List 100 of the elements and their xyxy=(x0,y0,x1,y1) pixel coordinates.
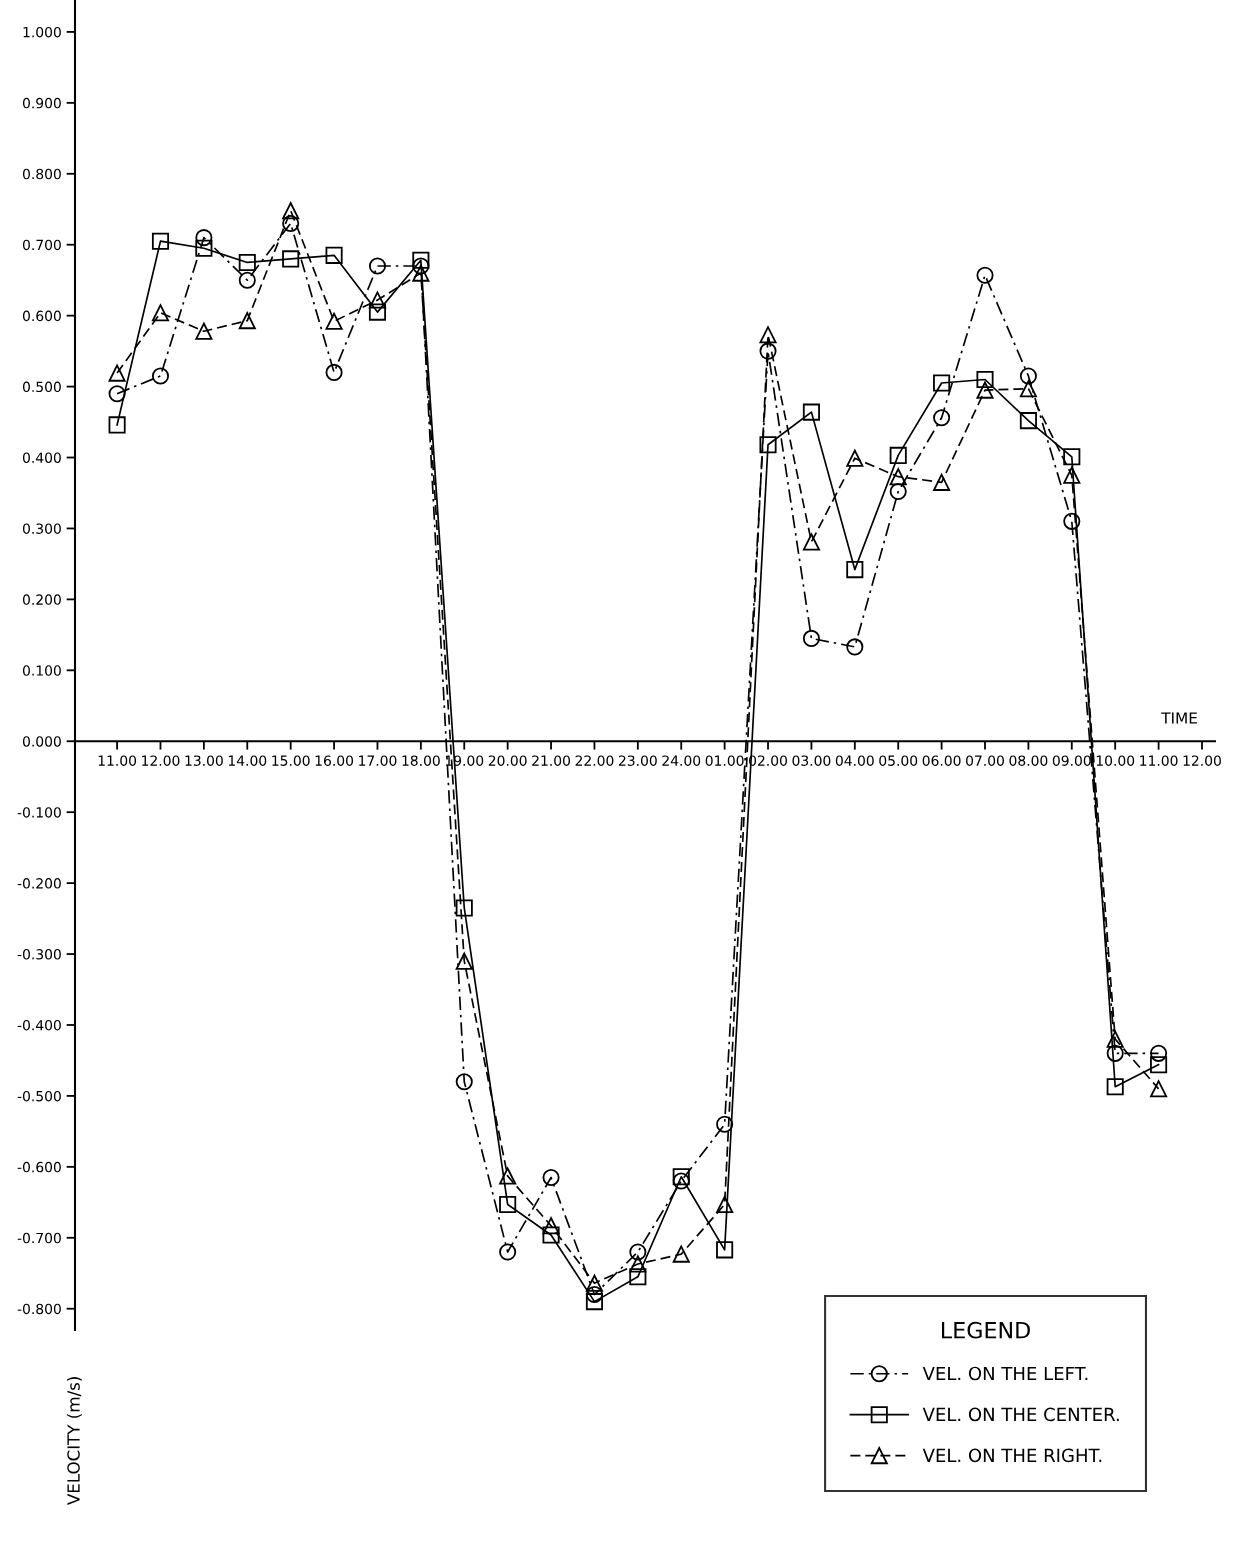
y-tick-label: 0.700 xyxy=(22,239,61,251)
y-tick-label: 0.800 xyxy=(22,168,61,180)
point xyxy=(238,253,256,271)
point xyxy=(455,952,473,970)
y-tick-label: 0.200 xyxy=(22,594,61,605)
x-tick-label: 05.00 xyxy=(879,755,918,766)
point xyxy=(499,1243,517,1261)
point xyxy=(1150,1044,1168,1062)
x-tick-label: 11.00 xyxy=(98,755,137,766)
x-tick-label: 06.00 xyxy=(922,755,961,766)
y-tick-label: -0.200 xyxy=(17,878,61,889)
point xyxy=(151,367,170,385)
y-tick-label: -0.100 xyxy=(17,807,61,818)
x-tick-label: 13.00 xyxy=(185,755,223,766)
point xyxy=(542,1168,560,1187)
x-tick-label: 16.00 xyxy=(315,755,354,766)
point xyxy=(629,1255,647,1273)
point xyxy=(238,312,256,330)
point xyxy=(325,363,343,381)
y-tick-label: 0.300 xyxy=(22,523,61,534)
point xyxy=(629,1243,647,1261)
point xyxy=(282,202,300,220)
point xyxy=(933,409,951,427)
y-tick-label: -0.300 xyxy=(17,949,61,960)
point xyxy=(412,264,430,282)
y-axis-title: VELOCITY (m/s) xyxy=(66,1377,82,1505)
point xyxy=(455,899,473,917)
x-tick-label: 04.00 xyxy=(835,755,874,766)
y-tick-label: -0.400 xyxy=(17,1019,61,1031)
point xyxy=(195,322,213,340)
point xyxy=(716,1241,734,1259)
point xyxy=(716,1195,734,1213)
point xyxy=(108,416,126,434)
point xyxy=(716,1115,734,1133)
x-tick-label: 22.00 xyxy=(575,755,614,766)
point xyxy=(1063,512,1081,530)
point xyxy=(759,342,777,360)
point xyxy=(1106,1078,1124,1096)
y-tick-label: -0.600 xyxy=(17,1161,61,1173)
point xyxy=(368,291,387,309)
x-tick-label: 01.00 xyxy=(705,755,744,766)
point xyxy=(976,370,994,389)
point xyxy=(1019,380,1037,398)
point xyxy=(846,449,864,467)
point xyxy=(412,251,430,269)
y-tick-label: 0.600 xyxy=(22,310,61,322)
point xyxy=(802,629,820,647)
point xyxy=(325,312,343,330)
point xyxy=(195,239,213,257)
x-tick-label: 23.00 xyxy=(618,755,657,766)
point xyxy=(542,1217,560,1235)
y-tick-label: 0.000 xyxy=(22,736,61,747)
x-tick-label: 09.00 xyxy=(1052,755,1091,766)
legend-title: LEGEND xyxy=(942,1321,1030,1339)
point xyxy=(889,446,907,464)
point xyxy=(238,271,256,289)
point xyxy=(1019,412,1037,430)
legend-label: VEL. ON THE RIGHT. xyxy=(922,1448,1102,1463)
point xyxy=(846,638,864,656)
point xyxy=(151,232,170,250)
point xyxy=(889,483,907,501)
point xyxy=(976,266,994,284)
point xyxy=(1019,367,1037,385)
point xyxy=(889,468,907,486)
x-tick-label: 21.00 xyxy=(532,755,571,766)
point xyxy=(108,385,126,403)
point xyxy=(282,250,300,268)
x-tick-label: 03.00 xyxy=(792,755,831,766)
legend-label: VEL. ON THE CENTER. xyxy=(922,1407,1119,1422)
point xyxy=(629,1268,647,1286)
x-tick-label: 15.00 xyxy=(272,755,310,766)
point xyxy=(585,1274,603,1292)
point xyxy=(976,381,994,399)
point xyxy=(672,1245,690,1263)
x-tick-label: 12.00 xyxy=(1183,755,1221,766)
x-axis-title: TIME xyxy=(1161,712,1197,724)
y-tick-label: -0.800 xyxy=(17,1303,61,1315)
point xyxy=(368,303,387,321)
point xyxy=(802,533,820,551)
y-tick-label: 0.500 xyxy=(22,381,61,393)
point xyxy=(1063,448,1081,466)
x-tick-label: 18.00 xyxy=(402,755,440,766)
point xyxy=(672,1172,690,1190)
x-tick-label: 14.00 xyxy=(228,755,267,766)
point xyxy=(759,326,777,344)
y-tick-label: -0.500 xyxy=(17,1090,61,1102)
point xyxy=(1106,1030,1124,1048)
point xyxy=(412,257,430,275)
point xyxy=(759,436,777,454)
point xyxy=(802,403,820,421)
point xyxy=(499,1167,517,1185)
point xyxy=(1106,1044,1124,1062)
point xyxy=(933,473,951,491)
point xyxy=(282,214,300,232)
x-tick-label: 08.00 xyxy=(1009,755,1048,766)
point xyxy=(151,304,170,322)
point xyxy=(195,229,213,247)
point xyxy=(1150,1056,1168,1074)
point xyxy=(368,257,387,275)
x-tick-label: 17.00 xyxy=(359,755,397,766)
